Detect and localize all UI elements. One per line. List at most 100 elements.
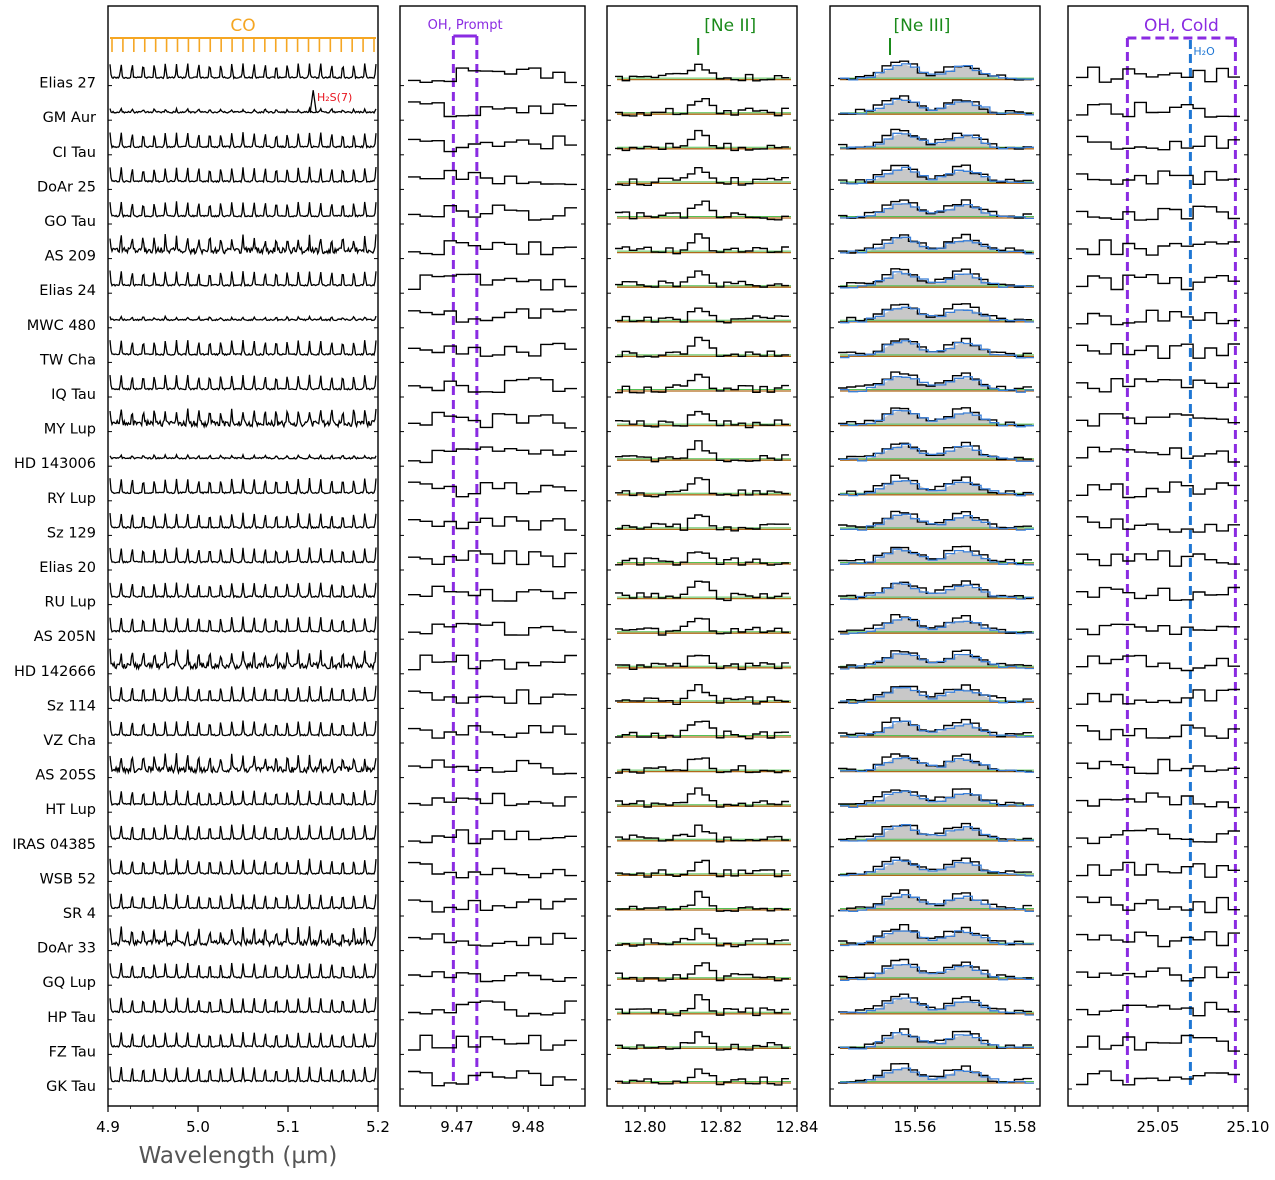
model-fill — [840, 618, 1034, 634]
star-labels: Elias 27 GM Aur CI Tau DoAr 25 GO Tau AS 209 E… — [12, 76, 96, 1095]
x-tick-label: 15.56 — [894, 1118, 937, 1136]
model-trace — [840, 443, 1034, 462]
star-label: TW Cha — [39, 352, 96, 368]
spectrum-trace — [1076, 239, 1240, 256]
model-fill — [840, 307, 1034, 322]
spectrum-trace — [408, 585, 577, 602]
spectrum-trace — [615, 200, 789, 221]
panel-ne2: 12.80 12.82 12.84 [Ne II] — [606, 5, 819, 1136]
spectrum-trace — [109, 408, 377, 429]
model-fill — [840, 653, 1034, 668]
spectrum-trace — [1076, 309, 1240, 326]
star-label: MWC 480 — [27, 318, 96, 334]
spectrum-trace — [408, 725, 577, 739]
model-trace — [840, 375, 1034, 393]
panel-title: OH, Cold — [1144, 16, 1219, 36]
spectrum-trace — [408, 516, 577, 531]
spectrum-trace — [615, 859, 789, 878]
model-trace — [840, 548, 1034, 566]
model-fill — [840, 272, 1034, 288]
model-trace — [840, 236, 1034, 255]
spectrum-trace — [1076, 861, 1240, 878]
model-fill — [840, 99, 1034, 115]
star-label: VZ Cha — [43, 733, 96, 749]
spectrum-trace — [408, 273, 577, 291]
spectrum-trace — [615, 962, 789, 982]
model-trace — [840, 203, 1034, 220]
spectrum-trace — [109, 926, 377, 948]
model-fill — [840, 756, 1034, 772]
model-fill — [840, 791, 1034, 807]
spectrum-trace — [109, 132, 377, 149]
spectrum-trace — [109, 582, 377, 599]
spectrum-trace — [109, 962, 377, 979]
model-trace — [840, 963, 1034, 982]
model-fill — [840, 929, 1034, 945]
star-label: AS 209 — [45, 249, 96, 265]
spectrum-trace — [408, 792, 577, 807]
spectrum-trace — [408, 898, 577, 913]
spectrum-trace — [1076, 688, 1240, 705]
spectrum-trace — [838, 822, 1032, 841]
model-fill — [840, 583, 1034, 599]
model-fill — [840, 860, 1034, 876]
model-fill — [840, 376, 1034, 391]
spectrum-trace — [615, 757, 789, 774]
model-trace — [840, 720, 1034, 738]
panel-title: CO — [230, 16, 255, 36]
spectrum-trace — [109, 512, 377, 530]
panel-title: OH, Prompt — [428, 18, 503, 33]
model-fill — [840, 134, 1034, 149]
spectrum-trace — [615, 477, 789, 498]
spectrum-trace — [615, 1031, 789, 1051]
x-tick-label: 12.82 — [700, 1118, 743, 1136]
spectrum-trace — [408, 377, 577, 393]
spectrum-trace — [109, 893, 377, 910]
star-label: GK Tau — [46, 1079, 96, 1095]
model-fill — [840, 999, 1034, 1014]
model-fill — [840, 549, 1034, 564]
star-label: IQ Tau — [51, 387, 96, 403]
spectrum-trace — [408, 759, 577, 775]
spectrum-trace — [615, 994, 789, 1017]
h2o-label: H₂O — [1193, 45, 1215, 58]
spectrum-trace — [1076, 623, 1240, 636]
model-trace — [840, 1032, 1034, 1050]
model-trace — [840, 306, 1034, 324]
spectrum-trace — [408, 204, 577, 221]
spectrum-trace — [1076, 1001, 1240, 1017]
x-tick-label: 12.84 — [776, 1118, 819, 1136]
model-trace — [840, 409, 1034, 428]
star-label: HD 143006 — [14, 456, 96, 472]
spectrum-trace — [109, 478, 377, 495]
x-tick-label: 25.05 — [1137, 1118, 1180, 1136]
model-fill — [840, 895, 1034, 910]
spectrum-trace — [408, 1070, 577, 1087]
star-label: Sz 129 — [47, 525, 96, 541]
spectrum-trace — [615, 684, 789, 705]
spectrum-trace — [615, 336, 789, 358]
star-label: Elias 24 — [39, 283, 96, 299]
spectrum-trace — [838, 684, 1032, 704]
spectrum-trace — [838, 164, 1032, 185]
spectrum-trace — [615, 1068, 789, 1086]
spectrum-trace — [109, 824, 377, 841]
spectrum-trace — [615, 720, 789, 740]
spectrum-trace — [1076, 516, 1240, 533]
panel-oh_cold: 25.05 25.10 OH, Cold H₂O — [1067, 5, 1269, 1136]
star-label: AS 205S — [35, 768, 96, 784]
model-trace — [840, 340, 1034, 359]
spectrum-trace — [408, 308, 577, 323]
star-label: MY Lup — [44, 422, 96, 438]
spectrum-trace — [408, 342, 577, 357]
spectrum-trace — [109, 201, 377, 219]
spectrum-trace — [1076, 378, 1240, 393]
spectrum-trace — [615, 410, 789, 429]
spectrum-trace — [615, 654, 789, 671]
spectrum-trace — [408, 446, 577, 464]
spectrum-trace — [615, 927, 789, 948]
spectrum-trace — [1076, 550, 1240, 567]
spectrum-trace — [109, 106, 377, 114]
spectra — [615, 63, 791, 1086]
spectrum-trace — [1076, 274, 1240, 291]
